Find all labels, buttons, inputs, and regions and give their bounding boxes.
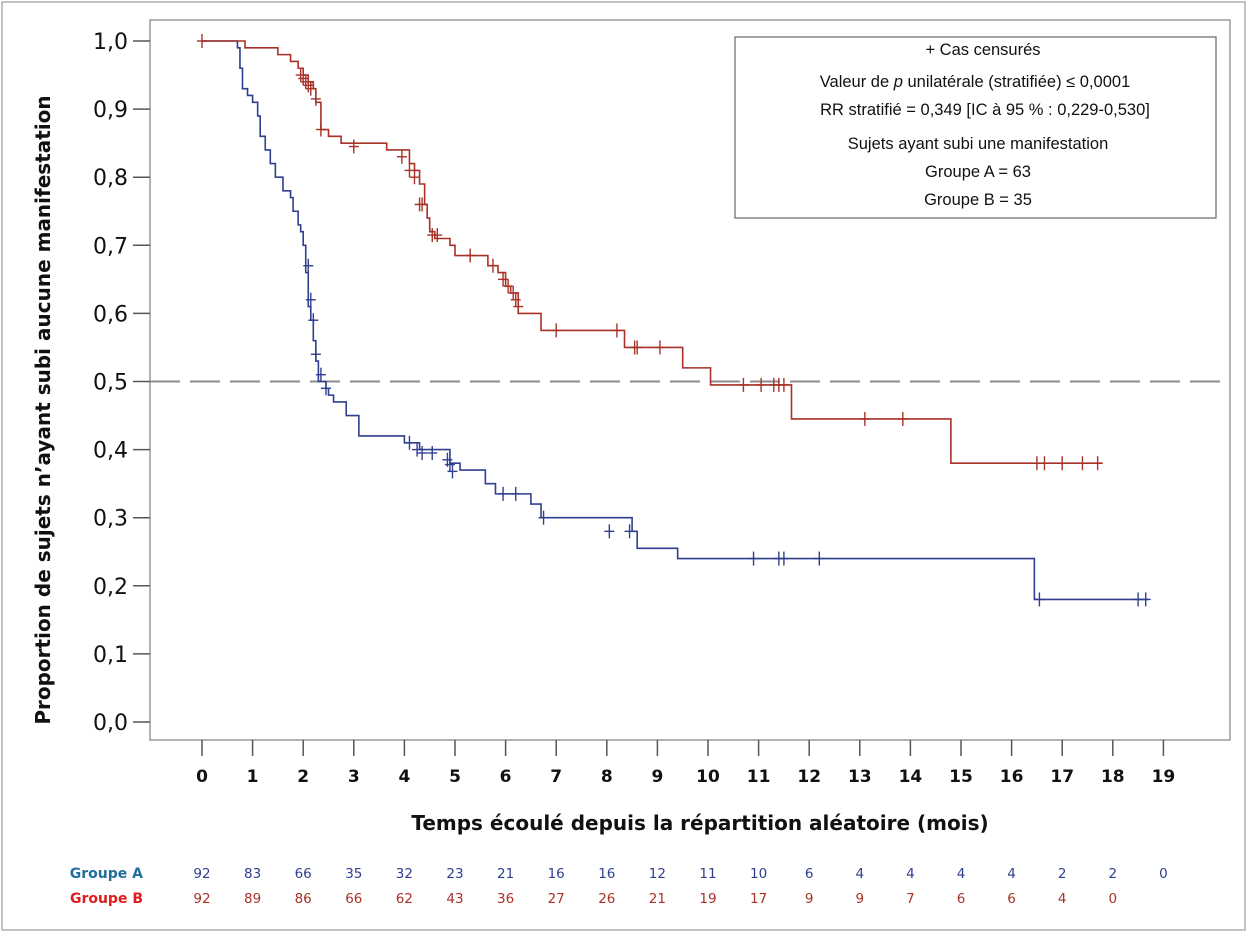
risk-count: 16 [548,866,565,882]
legend-box: + Cas censurés Valeur de p unilatérale (s… [734,36,1217,219]
risk-count: 19 [699,891,716,907]
legend-line: + Cas censurés [925,41,1040,59]
risk-count: 66 [345,891,362,907]
plot-frame [149,19,1231,741]
risk-count: 16 [598,866,615,882]
y-axis: 0,0 0,1 0,2 0,3 0,4 0,5 0,6 0,7 0,8 0,9 1,0 [93,30,150,736]
risk-count: 43 [446,891,463,907]
y-tick-label: 1,0 [93,30,128,55]
x-tick-label: 0 [196,767,208,787]
risk-row-label: Groupe B [70,891,143,907]
risk-count: 6 [1007,891,1016,907]
risk-count: 26 [598,891,615,907]
risk-count: 36 [497,891,514,907]
y-axis-title: Proportion de sujets n’ayant subi aucune… [31,95,55,724]
legend-line: Valeur de p unilatérale (stratifiée) ≤ 0… [820,73,1131,91]
x-tick-label: 10 [696,767,720,787]
legend-frame [734,36,1217,219]
risk-count: 27 [548,891,565,907]
risk-count: 6 [957,891,966,907]
series-layer [197,34,1151,607]
y-tick-label: 0,9 [93,98,128,123]
x-tick-label: 18 [1101,767,1125,787]
risk-count: 62 [396,891,413,907]
y-tick-label: 0,0 [93,711,128,736]
x-tick-label: 5 [449,767,461,787]
risk-count: 4 [957,866,966,882]
risk-count: 83 [244,866,261,882]
y-tick-label: 0,1 [93,643,128,668]
risk-count: 89 [244,891,261,907]
risk-row-label: Groupe A [70,866,143,882]
x-tick-label: 9 [651,767,663,787]
risk-count: 21 [649,891,666,907]
risk-count: 12 [649,866,666,882]
risk-count: 23 [446,866,463,882]
risk-count: 4 [856,866,865,882]
x-tick-label: 14 [899,767,923,787]
legend-line: Groupe B = 35 [924,191,1032,209]
risk-count: 35 [345,866,362,882]
y-tick-label: 0,6 [93,302,128,327]
x-tick-label: 15 [949,767,973,787]
x-tick-label: 6 [500,767,512,787]
risk-count: 92 [193,866,210,882]
y-tick-label: 0,3 [93,507,128,532]
risk-count: 86 [295,891,312,907]
x-axis: 0 1 2 3 4 5 6 7 8 9 10 11 12 13 14 15 16 17 18 19 [196,740,1175,787]
risk-count: 4 [1058,891,1067,907]
y-tick-label: 0,7 [93,234,128,259]
x-tick-label: 17 [1050,767,1074,787]
risk-count: 4 [906,866,915,882]
risk-table: Groupe A 92 83 66 35 32 23 21 16 16 12 11 10 6 4 4 4 4 2 2 0… [70,866,1168,907]
risk-count: 2 [1058,866,1067,882]
risk-count: 2 [1109,866,1118,882]
y-tick-label: 0,2 [93,575,128,600]
x-axis-title: Temps écoulé depuis la répartition aléat… [411,811,988,835]
x-tick-label: 2 [297,767,309,787]
risk-count: 4 [1007,866,1016,882]
risk-count: 7 [906,891,915,907]
risk-count: 11 [699,866,716,882]
risk-count: 92 [193,891,210,907]
x-tick-label: 11 [747,767,771,787]
x-tick-label: 7 [550,767,562,787]
risk-count: 6 [805,866,814,882]
risk-count: 9 [856,891,865,907]
y-tick-label: 0,4 [93,439,128,464]
x-tick-label: 12 [797,767,821,787]
x-tick-label: 19 [1152,767,1176,787]
x-tick-label: 16 [1000,767,1024,787]
y-tick-label: 0,8 [93,166,128,191]
risk-count: 21 [497,866,514,882]
risk-count: 66 [295,866,312,882]
legend-line: Groupe A = 63 [925,163,1031,181]
risk-count: 17 [750,891,767,907]
risk-count: 9 [805,891,814,907]
legend-line: Sujets ayant subi une manifestation [848,135,1109,153]
risk-count: 10 [750,866,767,882]
x-tick-label: 3 [348,767,360,787]
x-tick-label: 13 [848,767,872,787]
series-groupe-a [202,40,1151,607]
risk-count: 0 [1159,866,1168,882]
series-groupe-b [197,34,1103,471]
risk-count: 0 [1109,891,1118,907]
legend-line: RR stratifié = 0,349 [IC à 95 % : 0,229-… [820,101,1150,119]
x-tick-label: 4 [398,767,410,787]
y-tick-label: 0,5 [93,371,128,396]
x-tick-label: 8 [601,767,613,787]
risk-count: 32 [396,866,413,882]
survival-curve-groupe-a [202,40,1149,601]
x-tick-label: 1 [247,767,259,787]
